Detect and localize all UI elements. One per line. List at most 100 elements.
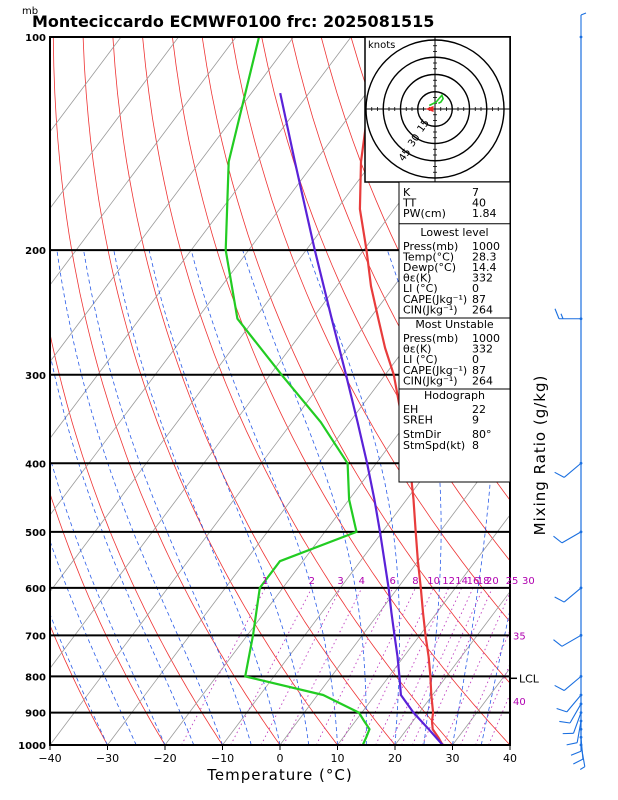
index-value: 1.84 — [472, 207, 497, 220]
mixing-ratio-label: 8 — [412, 576, 418, 587]
dewpoint-line — [224, 37, 371, 745]
unstable-label: θε(K) — [403, 343, 431, 356]
moist-adiabat — [113, 250, 281, 745]
dry-adiabat — [50, 331, 223, 745]
wind-barb-base — [579, 727, 583, 731]
mixing-ratio-label: 1 — [262, 576, 268, 587]
wind-barb-flag — [566, 742, 578, 746]
mixing-ratio-label: 6 — [390, 576, 396, 587]
lowest-value: 264 — [472, 303, 493, 316]
wind-barb — [561, 531, 582, 544]
wind-barb-flag — [570, 750, 582, 756]
wind-barb-base — [579, 35, 583, 39]
dry-adiabat — [291, 37, 510, 501]
unstable-label: LI (°C) — [403, 353, 438, 366]
dry-adiabat — [231, 37, 510, 623]
wind-barb-base — [579, 693, 583, 697]
dry-adiabat — [172, 37, 510, 745]
storm-motion-marker — [425, 106, 434, 112]
hodo-value: 22 — [472, 403, 486, 416]
lowest-label: θε(K) — [403, 272, 431, 285]
mixing-ratio-label: 14 — [455, 576, 468, 587]
indices-section-title: Hodograph — [424, 389, 485, 402]
wind-barb-base — [579, 711, 583, 715]
indices-box — [398, 181, 511, 483]
isotherm — [394, 591, 510, 745]
wind-barb-base — [579, 674, 583, 678]
wind-barb — [563, 675, 582, 691]
mixing-ratio-label: 16 — [467, 576, 480, 587]
wind-barb-flag — [560, 313, 564, 319]
lowest-label: CAPE(Jkg⁻¹) — [403, 293, 467, 306]
isotherm — [50, 37, 294, 363]
wind-barb-flag — [579, 766, 586, 770]
x-axis-label: Temperature (°C) — [206, 766, 352, 784]
isotherm — [337, 514, 510, 745]
mixing-ratio-label: 35 — [513, 631, 526, 642]
wind-barb-flag — [554, 596, 565, 603]
mixing-ratio-line — [475, 662, 510, 745]
mixing-ratio-line — [340, 587, 416, 745]
x-tick-label: 40 — [503, 752, 517, 765]
index-value: 7 — [472, 186, 479, 199]
x-tick-label: −10 — [211, 752, 234, 765]
dry-adiabat — [50, 624, 108, 745]
wind-barb — [561, 634, 582, 647]
wind-barb — [576, 720, 582, 743]
dry-adiabat — [52, 37, 281, 745]
wind-barb-flag — [554, 471, 565, 478]
indices-section-title: Most Unstable — [415, 318, 494, 331]
wind-barb — [563, 587, 582, 603]
moist-adiabat — [452, 250, 495, 745]
unstable-value: 1000 — [472, 332, 500, 345]
hodo-label: EH — [403, 403, 418, 416]
pressure-tick-label: 800 — [25, 672, 46, 683]
x-tick-label: 30 — [446, 752, 460, 765]
dry-adiabat — [142, 37, 453, 745]
wind-barb-base — [579, 702, 583, 706]
unstable-value: 264 — [472, 374, 493, 387]
wind-barb-base — [579, 317, 583, 321]
index-label: K — [403, 186, 411, 199]
unstable-label: CAPE(Jkg⁻¹) — [403, 364, 467, 377]
mixing-ratio-label: 25 — [506, 576, 519, 587]
lowest-label: LI (°C) — [403, 282, 438, 295]
mixing-ratio-line — [442, 591, 510, 745]
hodograph-trace — [428, 93, 444, 107]
pressure-unit-label: mb — [22, 6, 38, 17]
lowest-label: Temp(°C) — [402, 250, 454, 263]
wind-barb-flag — [554, 684, 565, 692]
pressure-tick-label: 700 — [25, 631, 46, 642]
y-axis-label: Mixing Ratio (g/kg) — [531, 375, 549, 536]
mixing-ratio-label: 3 — [337, 576, 343, 587]
wind-barb-flag — [553, 535, 563, 544]
dry-adiabat — [201, 37, 510, 684]
x-tick-label: −40 — [38, 752, 61, 765]
unstable-label: Press(mb) — [403, 332, 458, 345]
lcl-label: LCL — [519, 672, 540, 685]
wind-barb — [572, 712, 582, 734]
storm-label: StmSpd(kt) — [403, 439, 465, 452]
lowest-value: 87 — [472, 293, 486, 306]
mixing-ratio-line — [460, 629, 510, 745]
mixing-ratio-label: 12 — [442, 576, 455, 587]
mixing-ratio-label: 18 — [477, 576, 490, 587]
lowest-value: 28.3 — [472, 250, 497, 263]
mixing-ratio-line — [375, 587, 450, 745]
wind-barb-flag — [573, 758, 584, 765]
pressure-tick-label: 400 — [25, 459, 46, 470]
lowest-value: 14.4 — [472, 261, 497, 274]
wind-barb-base — [579, 530, 583, 534]
index-label: TT — [402, 197, 417, 210]
wind-barbs — [553, 12, 587, 770]
pressure-tick-label: 600 — [25, 584, 46, 595]
mixing-ratio-line — [389, 587, 463, 745]
pressure-tick-label: 200 — [25, 246, 46, 257]
wind-barb-flag — [556, 707, 568, 713]
storm-value: 80° — [472, 428, 492, 441]
wind-barb-base — [579, 586, 583, 590]
isotherm — [107, 207, 510, 745]
